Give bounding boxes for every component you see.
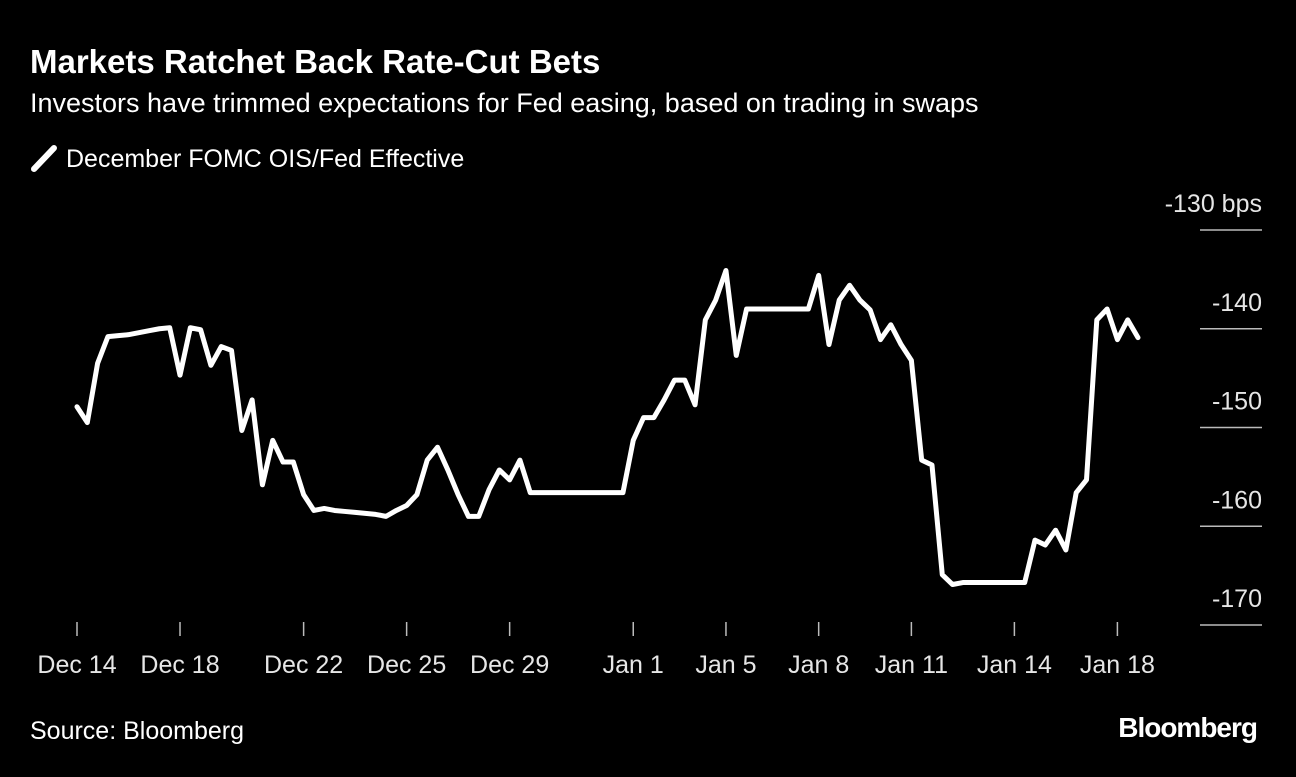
chart-title: Markets Ratchet Back Rate-Cut Bets <box>30 43 600 80</box>
legend-swatch <box>31 145 57 172</box>
x-tick-label: Jan 8 <box>788 651 849 679</box>
x-tick-label: Jan 18 <box>1080 651 1155 679</box>
y-tick-label: -160 <box>1212 486 1262 514</box>
y-tick-label: -130 bps <box>1165 190 1262 218</box>
x-tick-label: Jan 14 <box>977 651 1052 679</box>
x-tick-label: Jan 1 <box>603 651 664 679</box>
y-tick-label: -170 <box>1212 585 1262 613</box>
brand-logo: Bloomberg <box>1118 712 1257 743</box>
x-tick-label: Jan 11 <box>875 651 948 679</box>
x-tick-label: Dec 29 <box>470 651 549 679</box>
y-tick-label: -140 <box>1212 289 1262 317</box>
y-tick-label: -150 <box>1212 388 1262 416</box>
chart-subtitle: Investors have trimmed expectations for … <box>30 88 979 118</box>
x-tick-label: Dec 18 <box>140 651 219 679</box>
data-line <box>74 267 1141 588</box>
x-tick-label: Dec 14 <box>37 651 116 679</box>
x-tick-label: Dec 22 <box>264 651 343 679</box>
x-tick-label: Dec 25 <box>367 651 446 679</box>
x-tick-label: Jan 5 <box>695 651 756 679</box>
source: Source: Bloomberg <box>30 717 244 745</box>
legend-label: December FOMC OIS/Fed Effective <box>66 145 464 173</box>
